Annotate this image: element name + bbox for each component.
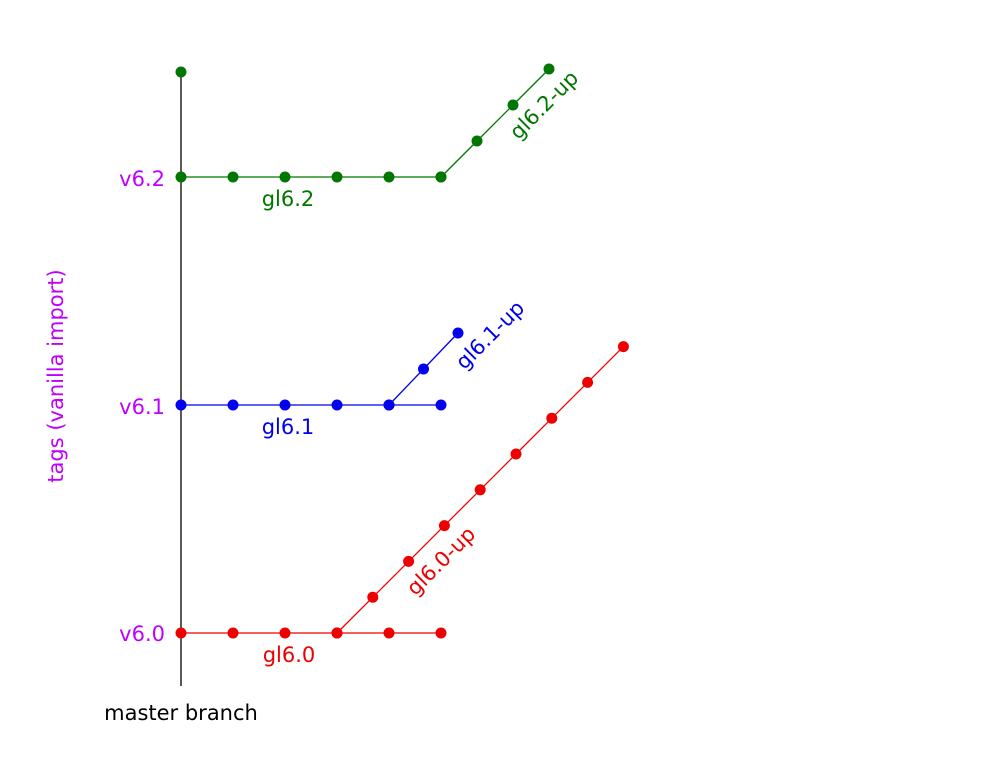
gl6-1-up-commit bbox=[383, 399, 395, 411]
gl6-2-commit bbox=[331, 171, 343, 183]
gl6-2-up-commit bbox=[471, 135, 483, 147]
gl6-2-up-line bbox=[440, 68, 550, 178]
branch-gl6-1 bbox=[175, 399, 447, 411]
branch-gl6-1-up bbox=[383, 327, 464, 411]
gl6-1-commit bbox=[435, 399, 447, 411]
gl6-0-commit bbox=[279, 627, 291, 639]
branch-gl6-2-up bbox=[435, 63, 555, 183]
gl6-2-commit bbox=[227, 171, 239, 183]
tag-label-v6-2: v6.2 bbox=[119, 167, 165, 191]
master-commits bbox=[175, 66, 187, 78]
gl6-0-up-commit bbox=[582, 376, 594, 388]
gl6-2-up-commit bbox=[507, 99, 519, 111]
branch-gl6-2 bbox=[175, 171, 447, 183]
gl6-1-commit bbox=[279, 399, 291, 411]
gl6-0-commit bbox=[383, 627, 395, 639]
gl6-1-up-commit bbox=[452, 327, 464, 339]
master-head-commit bbox=[175, 66, 187, 78]
branch-gl6-0-up bbox=[331, 341, 629, 639]
gl6-0-up-commit bbox=[474, 484, 486, 496]
gl6-0-up-commit bbox=[617, 341, 629, 353]
gl6-0-commit bbox=[227, 627, 239, 639]
gl6-2-commit bbox=[279, 171, 291, 183]
tag-label-v6-1: v6.1 bbox=[119, 395, 165, 419]
gl6-1-commit bbox=[175, 399, 187, 411]
gl6-0-up-commit bbox=[367, 591, 379, 603]
gl6-0-commit bbox=[175, 627, 187, 639]
tag-label-v6-0: v6.0 bbox=[119, 622, 165, 646]
tags-axis-label: tags (vanilla import) bbox=[44, 269, 68, 482]
gl6-2-commit bbox=[175, 171, 187, 183]
gl6-2-up-commit bbox=[435, 171, 447, 183]
branch-label-gl6-0: gl6.0 bbox=[263, 643, 316, 667]
gl6-0-up-commit bbox=[438, 520, 450, 532]
gl6-0-up-commit bbox=[510, 448, 522, 460]
gl6-0-commit bbox=[435, 627, 447, 639]
gl6-2-commit bbox=[383, 171, 395, 183]
branch-label-gl6-1: gl6.1 bbox=[262, 415, 315, 439]
master-branch-label: master branch bbox=[104, 701, 258, 725]
branch-label-gl6-2: gl6.2 bbox=[262, 187, 315, 211]
gl6-2-up-commit bbox=[543, 63, 555, 75]
branch-gl6-0 bbox=[175, 627, 447, 639]
gl6-1-commit bbox=[227, 399, 239, 411]
gl6-0-up-commit bbox=[546, 412, 558, 424]
gl6-0-up-commit bbox=[331, 627, 343, 639]
gl6-1-commit bbox=[331, 399, 343, 411]
gl6-1-up-commit bbox=[418, 363, 429, 375]
gl6-0-up-commit bbox=[403, 555, 415, 567]
